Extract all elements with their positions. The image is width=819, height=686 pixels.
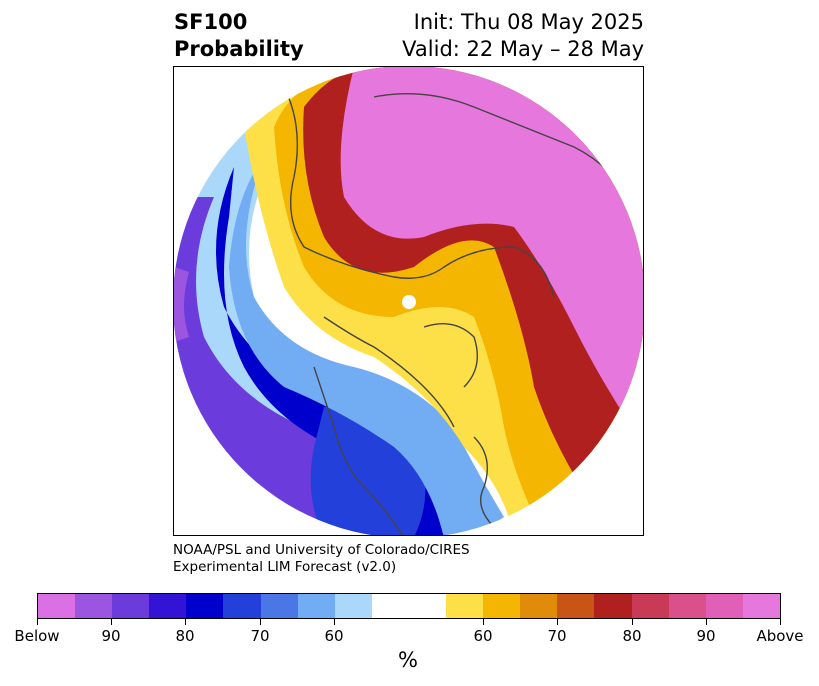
init-date: Init: Thu 08 May 2025 [413, 10, 644, 34]
colorbar-swatch-13 [520, 594, 558, 618]
forecast-field [174, 67, 643, 535]
below-region-peak [174, 267, 189, 342]
colorbar-swatch-4 [186, 594, 224, 618]
colorbar-tick [557, 619, 558, 625]
colorbar-tick [780, 619, 781, 625]
colorbar-tick-label: 90 [696, 627, 716, 645]
colorbar-tick [632, 619, 633, 625]
credit-line-2: Experimental LIM Forecast (v2.0) [173, 559, 397, 575]
valid-range: Valid: 22 May – 28 May [402, 37, 644, 61]
colorbar-tick-label: 80 [622, 627, 642, 645]
colorbar-tick-label: 70 [250, 627, 270, 645]
colorbar-swatch-9 [371, 594, 409, 618]
credit-line-1: NOAA/PSL and University of Colorado/CIRE… [173, 542, 470, 558]
colorbar-swatch-8 [334, 594, 372, 618]
credit-text: NOAA/PSL and University of Colorado/CIRE… [173, 542, 470, 576]
magenta-region [340, 67, 643, 447]
colorbar-tick-label: 90 [101, 627, 121, 645]
colorbar-tick [706, 619, 707, 625]
pole-marker [402, 295, 416, 309]
colorbar-swatch-7 [297, 594, 335, 618]
colorbar-tick [185, 619, 186, 625]
colorbar-swatch-6 [260, 594, 298, 618]
colorbar-tick [111, 619, 112, 625]
map-panel [173, 66, 644, 536]
colorbar-tick [334, 619, 335, 625]
colorbar-tick-label: 60 [473, 627, 493, 645]
colorbar-tick-label: Above [756, 627, 804, 645]
polar-map [174, 67, 643, 535]
colorbar-swatch-19 [742, 594, 780, 618]
pale-band [229, 157, 504, 535]
colorbar-swatch-2 [112, 594, 150, 618]
colorbar-tick-label: 70 [547, 627, 567, 645]
colorbar-swatch-16 [631, 594, 669, 618]
colorbar [37, 593, 781, 619]
colorbar-swatch-3 [149, 594, 187, 618]
colorbar-swatch-18 [705, 594, 743, 618]
colorbar-swatch-0 [38, 594, 76, 618]
colorbar-swatch-12 [483, 594, 521, 618]
colorbar-tick [37, 619, 38, 625]
variable-name: SF100 [174, 10, 248, 34]
colorbar-tick [260, 619, 261, 625]
colorbar-unit-label: % [398, 648, 418, 672]
colorbar-swatch-15 [594, 594, 632, 618]
colorbar-tick-label: Below [14, 627, 60, 645]
chart-title-right: Init: Thu 08 May 2025 Valid: 22 May – 28… [402, 9, 644, 63]
colorbar-tick [483, 619, 484, 625]
colorbar-swatch-11 [446, 594, 484, 618]
colorbar-swatch-14 [557, 594, 595, 618]
colorbar-swatch-1 [75, 594, 113, 618]
colorbar-swatch-10 [408, 594, 447, 618]
colorbar-tick-label: 80 [175, 627, 195, 645]
variable-kind: Probability [174, 37, 304, 61]
colorbar-swatch-17 [668, 594, 706, 618]
colorbar-tick-label: 60 [324, 627, 344, 645]
colorbar-swatch-5 [223, 594, 261, 618]
chart-title-left: SF100 Probability [174, 9, 304, 63]
